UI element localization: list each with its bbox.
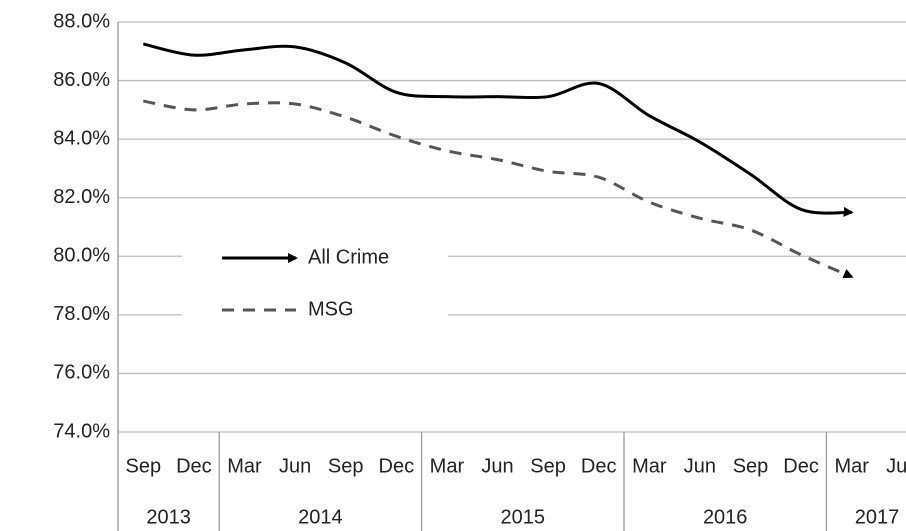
x-group-label: 2015 (501, 506, 546, 528)
series-line (143, 99, 854, 279)
y-tick-label: 76.0% (53, 362, 110, 384)
x-tick-label: Jun (481, 455, 513, 477)
x-tick-label: Sep (733, 455, 769, 477)
x-tick-label: Mar (430, 455, 465, 477)
x-group-label: 2013 (146, 506, 191, 528)
x-group-label: 2017 (855, 506, 900, 528)
y-tick-label: 84.0% (53, 127, 110, 149)
x-tick-label: Sep (328, 455, 364, 477)
legend-label: All Crime (308, 246, 389, 268)
y-tick-label: 82.0% (53, 186, 110, 208)
x-tick-label: Sep (126, 455, 162, 477)
x-tick-label: Dec (783, 455, 819, 477)
y-tick-label: 78.0% (53, 303, 110, 325)
x-tick-label: Mar (632, 455, 667, 477)
y-tick-label: 86.0% (53, 69, 110, 91)
x-tick-label: Sep (530, 455, 566, 477)
x-tick-label: Jun (886, 455, 906, 477)
x-tick-label: Jun (684, 455, 716, 477)
x-tick-label: Jun (279, 455, 311, 477)
y-tick-label: 88.0% (53, 10, 110, 32)
x-tick-label: Dec (379, 455, 415, 477)
y-tick-label: 80.0% (53, 245, 110, 267)
x-tick-label: Mar (227, 455, 262, 477)
x-group-label: 2014 (298, 506, 343, 528)
x-tick-label: Dec (581, 455, 617, 477)
x-group-label: 2016 (703, 506, 748, 528)
legend-label: MSG (308, 298, 354, 320)
legend-box (182, 236, 448, 328)
x-tick-label: Dec (176, 455, 212, 477)
y-tick-label: 74.0% (53, 420, 110, 442)
x-tick-label: Mar (834, 455, 869, 477)
series-line (142, 42, 854, 217)
